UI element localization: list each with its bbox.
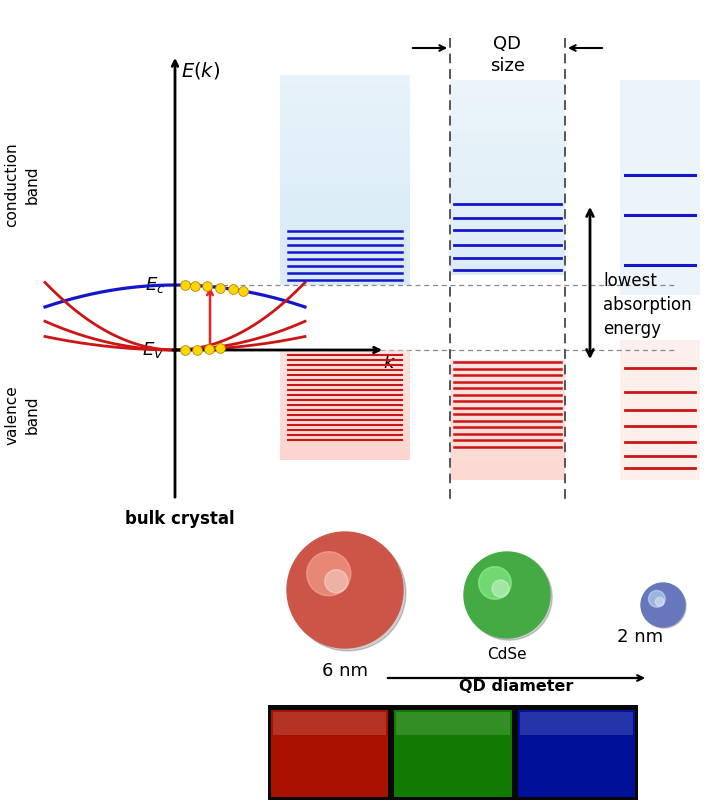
Polygon shape: [450, 145, 565, 158]
Circle shape: [464, 552, 550, 638]
Circle shape: [642, 584, 686, 628]
Polygon shape: [450, 400, 565, 410]
Polygon shape: [450, 184, 565, 197]
Polygon shape: [280, 409, 410, 416]
Polygon shape: [280, 438, 410, 445]
Polygon shape: [518, 710, 635, 797]
Circle shape: [492, 580, 509, 597]
Text: $E_c$: $E_c$: [145, 275, 165, 295]
Circle shape: [641, 583, 685, 627]
Polygon shape: [280, 183, 410, 192]
Polygon shape: [280, 120, 410, 129]
Polygon shape: [450, 380, 565, 390]
Polygon shape: [450, 210, 565, 223]
Polygon shape: [450, 420, 565, 430]
Polygon shape: [280, 174, 410, 183]
Text: 2 nm: 2 nm: [617, 628, 663, 646]
Polygon shape: [450, 410, 565, 420]
Polygon shape: [450, 236, 565, 249]
Polygon shape: [280, 387, 410, 394]
Polygon shape: [450, 390, 565, 400]
Polygon shape: [450, 80, 565, 275]
Text: bulk crystal: bulk crystal: [125, 510, 235, 528]
Polygon shape: [273, 712, 386, 735]
Polygon shape: [450, 430, 565, 440]
Polygon shape: [280, 219, 410, 228]
Polygon shape: [450, 119, 565, 132]
Polygon shape: [450, 450, 565, 460]
Polygon shape: [396, 712, 510, 735]
Polygon shape: [450, 158, 565, 171]
Text: CdSe: CdSe: [488, 647, 527, 662]
Polygon shape: [620, 340, 700, 480]
Polygon shape: [280, 358, 410, 365]
Polygon shape: [280, 102, 410, 111]
Circle shape: [325, 569, 348, 593]
Circle shape: [466, 554, 552, 640]
Circle shape: [287, 532, 403, 648]
Polygon shape: [280, 129, 410, 138]
Polygon shape: [280, 93, 410, 102]
Text: conduction
band: conduction band: [4, 143, 39, 227]
Polygon shape: [450, 370, 565, 380]
Polygon shape: [280, 75, 410, 84]
Polygon shape: [280, 138, 410, 147]
Polygon shape: [280, 165, 410, 174]
Polygon shape: [280, 350, 410, 358]
Polygon shape: [450, 132, 565, 145]
Polygon shape: [280, 416, 410, 423]
Text: QD
size: QD size: [490, 35, 525, 75]
Text: $E_V$: $E_V$: [142, 340, 165, 360]
Polygon shape: [450, 440, 565, 450]
Polygon shape: [280, 156, 410, 165]
Polygon shape: [280, 111, 410, 120]
Text: lowest
absorption
energy: lowest absorption energy: [603, 273, 691, 338]
Polygon shape: [280, 401, 410, 409]
Polygon shape: [268, 705, 638, 800]
Polygon shape: [280, 365, 410, 372]
Circle shape: [648, 590, 665, 607]
Text: 6 nm: 6 nm: [322, 662, 368, 680]
Circle shape: [290, 535, 406, 651]
Polygon shape: [450, 171, 565, 184]
Polygon shape: [450, 360, 565, 480]
Polygon shape: [450, 93, 565, 106]
Polygon shape: [620, 80, 700, 295]
Polygon shape: [271, 710, 388, 797]
Polygon shape: [280, 147, 410, 156]
Text: $k$: $k$: [383, 354, 396, 372]
Polygon shape: [280, 84, 410, 93]
Circle shape: [656, 597, 664, 606]
Polygon shape: [280, 228, 410, 237]
Polygon shape: [450, 249, 565, 262]
Polygon shape: [280, 431, 410, 438]
Polygon shape: [280, 379, 410, 387]
Polygon shape: [450, 460, 565, 470]
Polygon shape: [280, 192, 410, 201]
Polygon shape: [450, 197, 565, 210]
Circle shape: [307, 552, 351, 596]
Polygon shape: [280, 372, 410, 379]
Text: valence
band: valence band: [4, 385, 39, 445]
Polygon shape: [280, 75, 410, 285]
Polygon shape: [394, 710, 512, 797]
Polygon shape: [280, 423, 410, 431]
Circle shape: [479, 567, 511, 599]
Text: $E(k)$: $E(k)$: [181, 60, 220, 81]
Polygon shape: [280, 350, 410, 460]
Polygon shape: [520, 712, 633, 735]
Polygon shape: [450, 106, 565, 119]
Polygon shape: [450, 223, 565, 236]
Polygon shape: [280, 394, 410, 401]
Polygon shape: [280, 201, 410, 210]
Polygon shape: [280, 210, 410, 219]
Polygon shape: [450, 360, 565, 370]
Text: QD diameter: QD diameter: [459, 679, 573, 694]
Polygon shape: [450, 80, 565, 93]
